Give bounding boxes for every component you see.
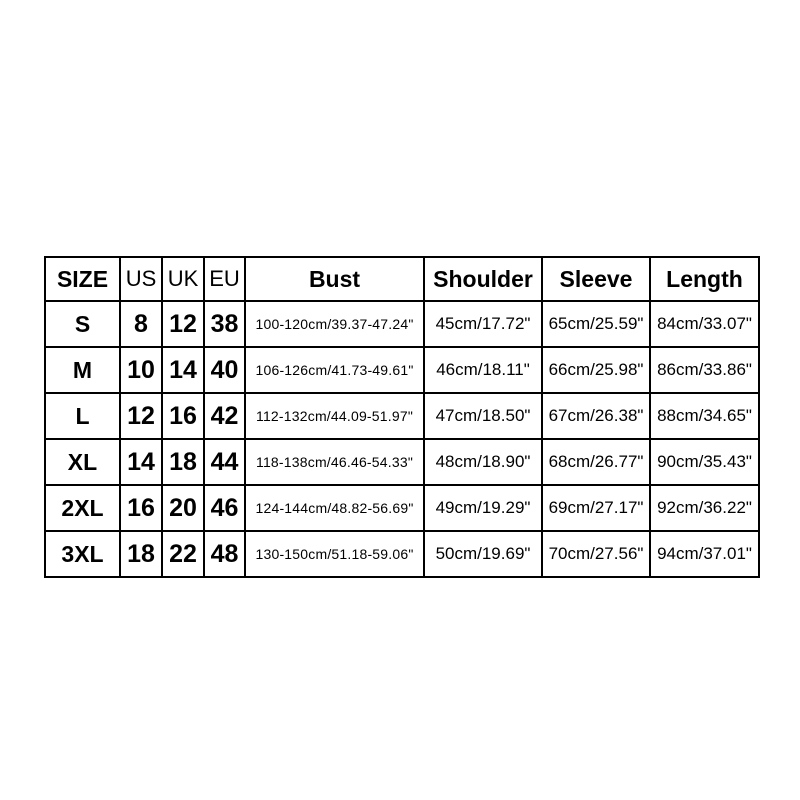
length-value: 94cm/37.01" <box>649 530 760 578</box>
length-value: 86cm/33.86" <box>649 346 760 394</box>
us-value: 16 <box>119 484 163 532</box>
length-value: 92cm/36.22" <box>649 484 760 532</box>
table-row-m: M 10 14 40 106-126cm/41.73-49.61" 46cm/1… <box>44 346 760 394</box>
table-row-l: L 12 16 42 112-132cm/44.09-51.97" 47cm/1… <box>44 392 760 440</box>
table-row-s: S 8 12 38 100-120cm/39.37-47.24" 45cm/17… <box>44 300 760 348</box>
bust-value: 118-138cm/46.46-54.33" <box>244 438 425 486</box>
bust-value: 106-126cm/41.73-49.61" <box>244 346 425 394</box>
length-value: 90cm/35.43" <box>649 438 760 486</box>
col-header-size: SIZE <box>44 256 121 302</box>
table-row-2xl: 2XL 16 20 46 124-144cm/48.82-56.69" 49cm… <box>44 484 760 532</box>
shoulder-value: 46cm/18.11" <box>423 346 543 394</box>
table-header-row: SIZE US UK EU Bust Shoulder Sleeve Lengt… <box>44 256 760 302</box>
shoulder-value: 45cm/17.72" <box>423 300 543 348</box>
uk-value: 18 <box>161 438 205 486</box>
shoulder-value: 49cm/19.29" <box>423 484 543 532</box>
sleeve-value: 70cm/27.56" <box>541 530 651 578</box>
size-label: S <box>44 300 121 348</box>
eu-value: 42 <box>203 392 246 440</box>
shoulder-value: 50cm/19.69" <box>423 530 543 578</box>
eu-value: 46 <box>203 484 246 532</box>
sleeve-value: 68cm/26.77" <box>541 438 651 486</box>
col-header-us: US <box>119 256 163 302</box>
uk-value: 12 <box>161 300 205 348</box>
length-value: 84cm/33.07" <box>649 300 760 348</box>
eu-value: 38 <box>203 300 246 348</box>
length-value: 88cm/34.65" <box>649 392 760 440</box>
bust-value: 100-120cm/39.37-47.24" <box>244 300 425 348</box>
sleeve-value: 69cm/27.17" <box>541 484 651 532</box>
size-label: M <box>44 346 121 394</box>
table-row-xl: XL 14 18 44 118-138cm/46.46-54.33" 48cm/… <box>44 438 760 486</box>
eu-value: 44 <box>203 438 246 486</box>
sleeve-value: 65cm/25.59" <box>541 300 651 348</box>
uk-value: 14 <box>161 346 205 394</box>
shoulder-value: 48cm/18.90" <box>423 438 543 486</box>
bust-value: 112-132cm/44.09-51.97" <box>244 392 425 440</box>
size-label: L <box>44 392 121 440</box>
us-value: 10 <box>119 346 163 394</box>
eu-value: 48 <box>203 530 246 578</box>
col-header-shoulder: Shoulder <box>423 256 543 302</box>
size-label: 3XL <box>44 530 121 578</box>
table-row-3xl: 3XL 18 22 48 130-150cm/51.18-59.06" 50cm… <box>44 530 760 578</box>
col-header-uk: UK <box>161 256 205 302</box>
size-label: 2XL <box>44 484 121 532</box>
us-value: 8 <box>119 300 163 348</box>
eu-value: 40 <box>203 346 246 394</box>
bust-value: 124-144cm/48.82-56.69" <box>244 484 425 532</box>
bust-value: 130-150cm/51.18-59.06" <box>244 530 425 578</box>
col-header-sleeve: Sleeve <box>541 256 651 302</box>
us-value: 14 <box>119 438 163 486</box>
us-value: 12 <box>119 392 163 440</box>
size-label: XL <box>44 438 121 486</box>
size-chart-table: SIZE US UK EU Bust Shoulder Sleeve Lengt… <box>44 256 760 578</box>
uk-value: 16 <box>161 392 205 440</box>
sleeve-value: 66cm/25.98" <box>541 346 651 394</box>
uk-value: 20 <box>161 484 205 532</box>
col-header-length: Length <box>649 256 760 302</box>
col-header-bust: Bust <box>244 256 425 302</box>
col-header-eu: EU <box>203 256 246 302</box>
shoulder-value: 47cm/18.50" <box>423 392 543 440</box>
us-value: 18 <box>119 530 163 578</box>
uk-value: 22 <box>161 530 205 578</box>
sleeve-value: 67cm/26.38" <box>541 392 651 440</box>
